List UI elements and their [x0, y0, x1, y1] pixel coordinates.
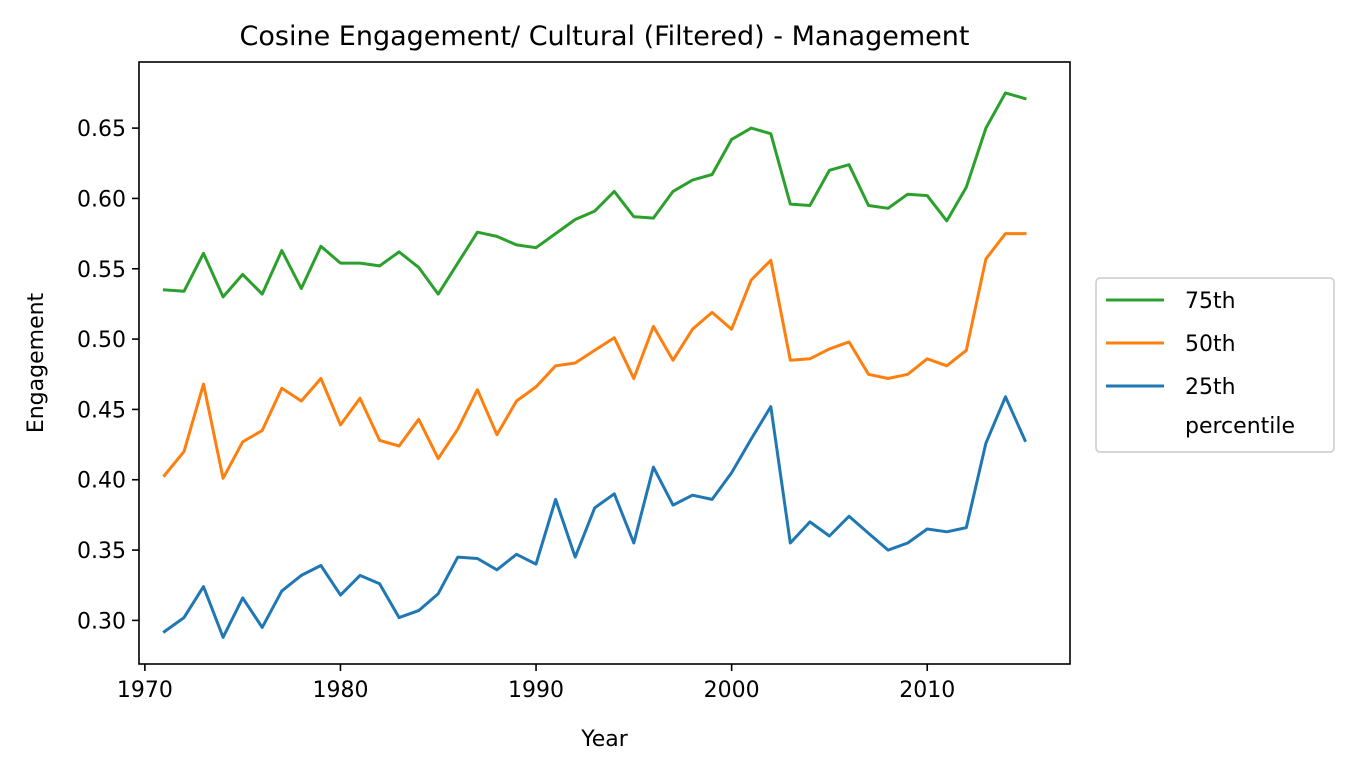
y-tick-label: 0.50	[77, 328, 126, 353]
y-tick-label: 0.65	[77, 117, 126, 142]
y-tick-label: 0.55	[77, 258, 126, 283]
series-layer	[162, 91, 1027, 639]
x-tick-label: 1990	[508, 678, 564, 703]
series-line-75th	[162, 91, 1027, 299]
y-tick-label: 0.60	[77, 187, 126, 212]
y-tick-label: 0.45	[77, 398, 126, 423]
series-line-50th	[162, 232, 1027, 480]
x-tick-label: 1970	[117, 678, 173, 703]
legend-label-50th: 50th	[1185, 332, 1236, 357]
x-axis: 1970 1980 1990 2000 2010	[117, 664, 955, 703]
y-axis-label: Engagement	[24, 292, 49, 433]
y-tick-label: 0.40	[77, 469, 126, 494]
legend-label-25th: 25th	[1185, 375, 1236, 400]
y-tick-label: 0.30	[77, 609, 126, 634]
x-tick-label: 2000	[704, 678, 760, 703]
x-tick-label: 1980	[312, 678, 368, 703]
x-tick-label: 2010	[899, 678, 955, 703]
x-axis-label: Year	[580, 727, 629, 752]
legend: percentile 75th 50th 25th	[1095, 277, 1335, 453]
legend-box	[1095, 277, 1335, 453]
y-tick-label: 0.35	[77, 539, 126, 564]
series-line-25th	[162, 395, 1027, 639]
plot-frame	[138, 61, 1071, 665]
legend-label-75th: 75th	[1185, 289, 1236, 314]
chart-title: Cosine Engagement/ Cultural (Filtered) -…	[240, 21, 970, 52]
y-axis: 0.30 0.35 0.40 0.45 0.50 0.55 0.60 0.65	[77, 117, 139, 634]
legend-percentile-label: percentile	[1185, 414, 1295, 439]
